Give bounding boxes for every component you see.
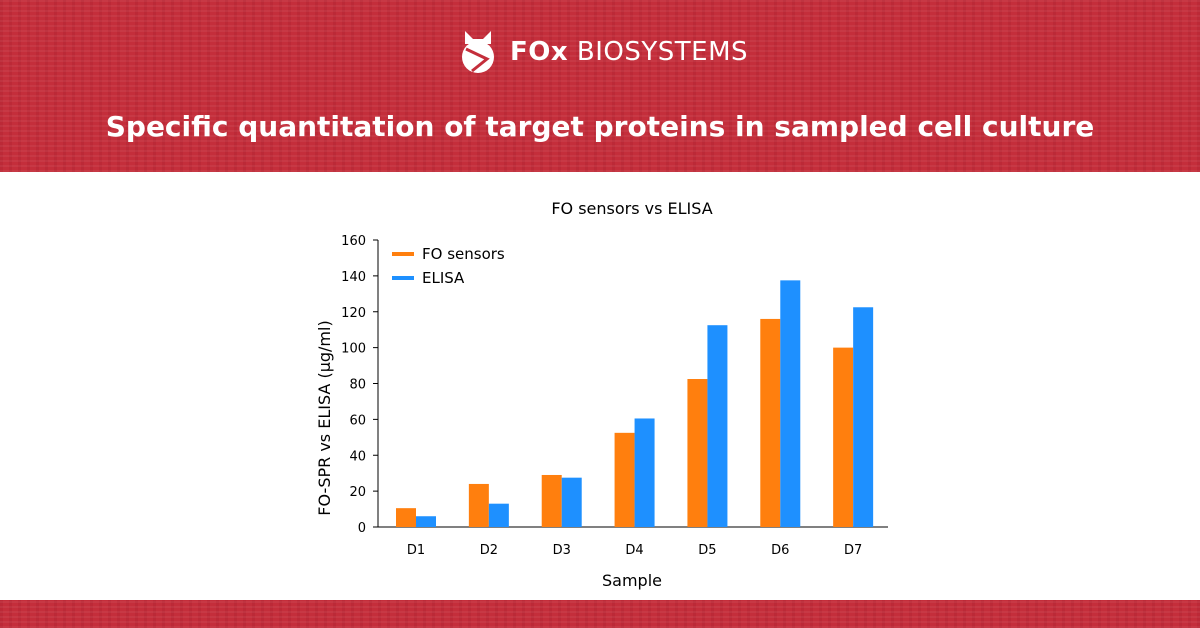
chart-title: FO sensors vs ELISA — [551, 199, 712, 218]
chart-plot-area: 0 20 40 60 80 100 120 140 160 D1 D2 D3 D4 D5 D6 D7 FO se… — [341, 234, 888, 558]
x-tick-label: D6 — [771, 543, 789, 558]
bar-elisa-d2 — [489, 504, 509, 527]
bar-elisa-d6 — [780, 280, 800, 527]
bar-fo-sensors-d5 — [687, 379, 707, 527]
y-tick-label: 160 — [341, 234, 366, 249]
y-tick-label: 120 — [341, 306, 366, 321]
brand-name-rest: BIOSYSTEMS — [577, 37, 748, 67]
y-tick-label: 140 — [341, 270, 366, 285]
bar-elisa-d1 — [416, 516, 436, 527]
bar-fo-sensors-d3 — [542, 475, 562, 527]
brand-name-bold: FOx — [510, 37, 568, 67]
y-tick-label: 0 — [358, 521, 366, 536]
legend-label-fo-sensors: FO sensors — [422, 245, 505, 263]
bar-fo-sensors-d1 — [396, 508, 416, 527]
bar-chart: FO sensors vs ELISA 0 20 40 60 80 100 120 140 16… — [0, 172, 1200, 600]
bar-fo-sensors-d6 — [760, 319, 780, 527]
bar-elisa-d5 — [707, 325, 727, 527]
y-tick-label: 80 — [349, 378, 366, 393]
y-tick-label: 100 — [341, 342, 366, 357]
x-tick-label: D4 — [625, 543, 643, 558]
fox-head-logo-icon — [456, 28, 500, 76]
bar-fo-sensors-d7 — [833, 348, 853, 527]
x-axis-title: Sample — [602, 571, 662, 590]
legend-label-elisa: ELISA — [422, 269, 465, 287]
x-tick-label: D1 — [407, 543, 425, 558]
brand-logo: FOx BIOSYSTEMS — [456, 28, 748, 76]
y-tick-label: 40 — [349, 449, 366, 464]
x-tick-label: D7 — [844, 543, 862, 558]
footer-banner — [0, 600, 1200, 628]
bar-elisa-d3 — [562, 478, 582, 527]
bar-elisa-d7 — [853, 307, 873, 527]
bar-fo-sensors-d4 — [615, 433, 635, 527]
page-headline: Specific quantitation of target proteins… — [0, 110, 1200, 143]
x-tick-label: D5 — [698, 543, 716, 558]
x-tick-label: D2 — [480, 543, 498, 558]
bar-elisa-d4 — [635, 418, 655, 527]
brand-name: FOx BIOSYSTEMS — [510, 37, 748, 67]
y-tick-label: 60 — [349, 413, 366, 428]
bar-fo-sensors-d2 — [469, 484, 489, 527]
x-tick-label: D3 — [553, 543, 571, 558]
y-tick-label: 20 — [349, 485, 366, 500]
header-banner — [0, 0, 1200, 172]
y-axis-title: FO-SPR vs ELISA (µg/ml) — [315, 320, 334, 515]
